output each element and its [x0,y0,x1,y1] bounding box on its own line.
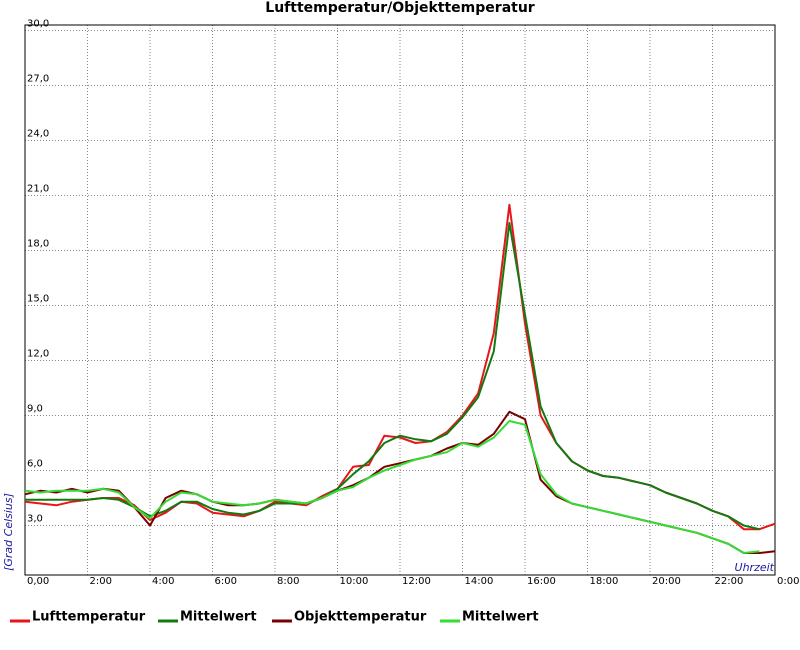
x-tick-label: 22:00 [715,576,744,587]
y-tick-label: 3,0 [27,514,43,525]
x-axis-title: Uhrzeit [735,561,775,574]
y-tick-label: 12,0 [27,349,49,360]
y-tick-label: 9,0 [27,404,43,415]
series-line [25,222,760,531]
legend-label: Mittelwert [180,610,257,625]
x-tick-label: 20:00 [652,576,681,587]
legend-label: Mittelwert [462,610,539,625]
y-tick-label: 18,0 [27,239,49,250]
x-tick-label: 14:00 [465,576,494,587]
x-tick-label: 6:00 [215,576,237,587]
y-tick-label: 21,0 [27,184,49,195]
y-tick-label: 15,0 [27,294,49,305]
legend-label: Lufttemperatur [32,610,146,625]
x-tick-label: 18:00 [590,576,619,587]
plot-frame [24,24,776,576]
x-tick-label: 4:00 [152,576,174,587]
y-tick-label: 24,0 [27,129,49,140]
y-tick-label: 6,0 [27,459,43,470]
x-tick-label: 0:00 [777,576,799,587]
series-line [24,420,760,554]
y-tick-label: 27,0 [27,74,49,85]
x-tick-label: 2:00 [90,576,112,587]
x-tick-label: 0,00 [27,576,49,587]
x-tick-label: 8:00 [277,576,299,587]
chart-title: Lufttemperatur/Objekttemperatur [265,0,535,16]
x-tick-label: 12:00 [402,576,431,587]
legend-label: Objekttemperatur [294,610,427,625]
x-tick-label: 10:00 [340,576,369,587]
y-tick-label: 30,0 [27,19,49,30]
x-tick-label: 16:00 [527,576,556,587]
y-axis-title: [Grad Celsius] [2,493,15,571]
